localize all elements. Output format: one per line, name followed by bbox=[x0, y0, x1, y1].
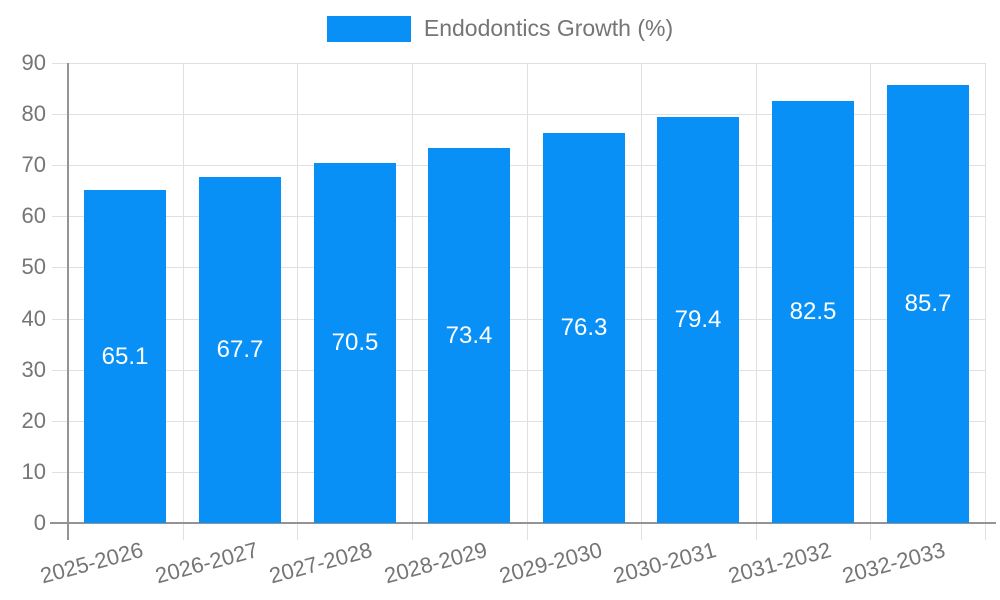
bar: 85.7 bbox=[887, 85, 969, 523]
x-gridline bbox=[641, 63, 642, 540]
x-axis-line bbox=[50, 522, 996, 524]
x-axis-label: 2025-2026 bbox=[37, 537, 146, 589]
bar: 79.4 bbox=[657, 117, 739, 523]
bar: 67.7 bbox=[199, 177, 281, 523]
x-axis-label: 2029-2030 bbox=[496, 537, 605, 589]
bar-value-label: 76.3 bbox=[560, 314, 608, 341]
y-gridline bbox=[52, 421, 985, 422]
y-gridline bbox=[52, 319, 985, 320]
legend: Endodontics Growth (%) bbox=[0, 15, 1000, 42]
x-axis-label: 2032-2033 bbox=[840, 537, 949, 589]
x-gridline bbox=[183, 63, 184, 540]
x-axis-label: 2027-2028 bbox=[266, 537, 376, 589]
bar: 82.5 bbox=[772, 101, 854, 523]
x-axis-label: 2030-2031 bbox=[610, 537, 719, 589]
y-gridline bbox=[52, 216, 985, 217]
bar-value-label: 73.4 bbox=[445, 321, 493, 349]
bar-value-label: 85.7 bbox=[904, 290, 952, 317]
y-axis-label: 50 bbox=[21, 254, 46, 280]
bar: 65.1 bbox=[84, 190, 166, 523]
y-gridline bbox=[52, 472, 985, 473]
y-axis-label: 0 bbox=[33, 510, 46, 535]
y-axis-label: 10 bbox=[21, 458, 46, 484]
y-axis-label: 70 bbox=[21, 152, 46, 178]
x-gridline bbox=[527, 63, 528, 540]
x-axis-label: 2031-2032 bbox=[725, 537, 834, 589]
x-axis-label: 2026-2027 bbox=[152, 537, 261, 589]
bar-value-label: 70.5 bbox=[331, 329, 379, 356]
bar: 70.5 bbox=[314, 163, 396, 523]
y-gridline bbox=[52, 63, 985, 64]
y-axis-label: 60 bbox=[21, 203, 46, 229]
x-gridline bbox=[985, 63, 986, 540]
x-gridline bbox=[297, 63, 298, 540]
bar-value-label: 82.5 bbox=[789, 298, 837, 325]
y-gridline bbox=[52, 114, 985, 115]
x-gridline bbox=[870, 63, 871, 540]
x-gridline bbox=[412, 63, 413, 540]
y-axis-line bbox=[67, 63, 69, 540]
legend-color-swatch bbox=[326, 15, 411, 42]
y-axis-label: 30 bbox=[21, 356, 46, 382]
x-axis-label: 2028-2029 bbox=[381, 537, 490, 589]
legend-label: Endodontics Growth (%) bbox=[423, 15, 674, 41]
bar: 73.4 bbox=[428, 148, 510, 523]
y-axis-label: 80 bbox=[21, 101, 46, 127]
x-gridline bbox=[756, 63, 757, 540]
y-gridline bbox=[52, 267, 985, 268]
bar: 76.3 bbox=[543, 133, 625, 523]
y-axis-label: 20 bbox=[21, 407, 46, 433]
y-gridline bbox=[52, 370, 985, 371]
bar-value-label: 67.7 bbox=[216, 336, 264, 363]
y-axis-label: 40 bbox=[21, 305, 46, 331]
bar-value-label: 79.4 bbox=[674, 306, 722, 333]
y-axis-label: 90 bbox=[21, 50, 46, 75]
y-gridline bbox=[52, 165, 985, 166]
bar-value-label: 65.1 bbox=[101, 342, 149, 370]
